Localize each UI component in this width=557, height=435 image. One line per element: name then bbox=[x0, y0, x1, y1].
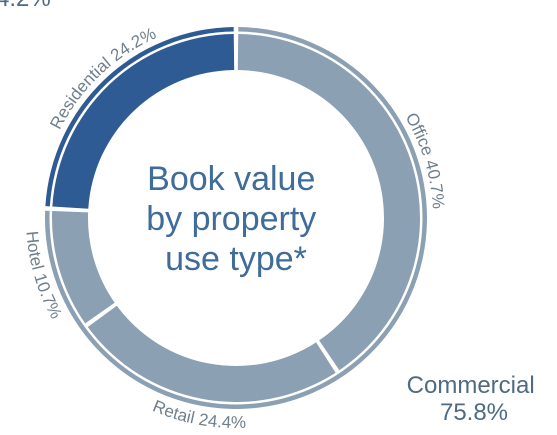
center-title: Book value by property use type* bbox=[146, 160, 326, 278]
cropped-label: 4.2% bbox=[0, 0, 51, 12]
group-value: 75.8% bbox=[440, 399, 508, 426]
group-label: Commercial 75.8% bbox=[407, 372, 542, 426]
value-label: 10.7% bbox=[30, 271, 66, 322]
group-name: Commercial bbox=[407, 372, 535, 399]
donut-segment bbox=[87, 305, 336, 402]
value-label: 24.4% bbox=[197, 410, 246, 432]
category-label: Hotel bbox=[22, 230, 47, 272]
donut-segment bbox=[51, 211, 115, 324]
title-line: by property bbox=[146, 200, 316, 238]
title-line: use type* bbox=[165, 240, 307, 278]
donut-segment bbox=[52, 34, 235, 209]
title-line: Book value bbox=[147, 160, 315, 198]
donut-segment bbox=[237, 34, 421, 371]
